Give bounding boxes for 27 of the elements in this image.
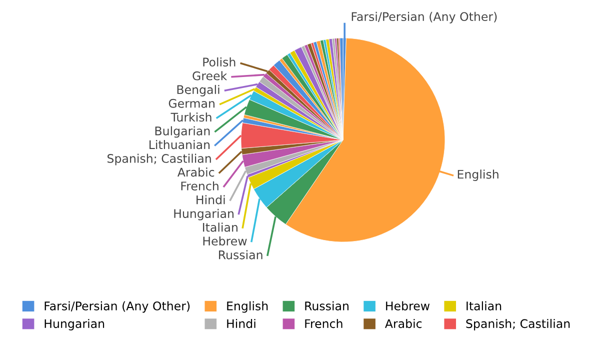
- slice-label: Hebrew: [203, 236, 247, 246]
- slice-label: French: [181, 181, 218, 190]
- slice-label: German: [168, 98, 214, 108]
- slice-label: Italian: [203, 222, 238, 232]
- legend-label: English: [227, 301, 268, 313]
- legend-label: Hebrew: [386, 301, 430, 310]
- slice-label: Greek: [192, 71, 228, 80]
- slice-label: Polish: [203, 57, 236, 67]
- legend-label: Farsi/Persian (Any Other): [44, 301, 190, 313]
- legend-label: Hindi: [227, 318, 256, 328]
- category-label: Hungarian: [174, 208, 234, 220]
- slice-label: Bulgarian: [155, 126, 210, 138]
- slice-label: Hindi: [196, 195, 225, 204]
- slice-label: Russian: [219, 250, 262, 260]
- legend-label: French: [305, 318, 342, 328]
- legend-label: Italian: [466, 301, 502, 310]
- slice-label: Arabic: [177, 168, 214, 177]
- slice-label: Bengali: [177, 84, 220, 96]
- legend-label: Russian: [305, 301, 348, 310]
- legend-label: Spanish; Castilian: [466, 318, 570, 330]
- legend-label: Arabic: [384, 318, 422, 328]
- legend-label: Hungarian: [44, 318, 104, 330]
- slice-label: Turkish: [170, 112, 212, 122]
- slice-label: Lithuanian: [150, 140, 210, 150]
- slice-label: Spanish; Castilian: [108, 154, 211, 166]
- slice-label: English: [458, 170, 498, 182]
- slice-label: Farsi/Persian (Any Other): [352, 12, 497, 24]
